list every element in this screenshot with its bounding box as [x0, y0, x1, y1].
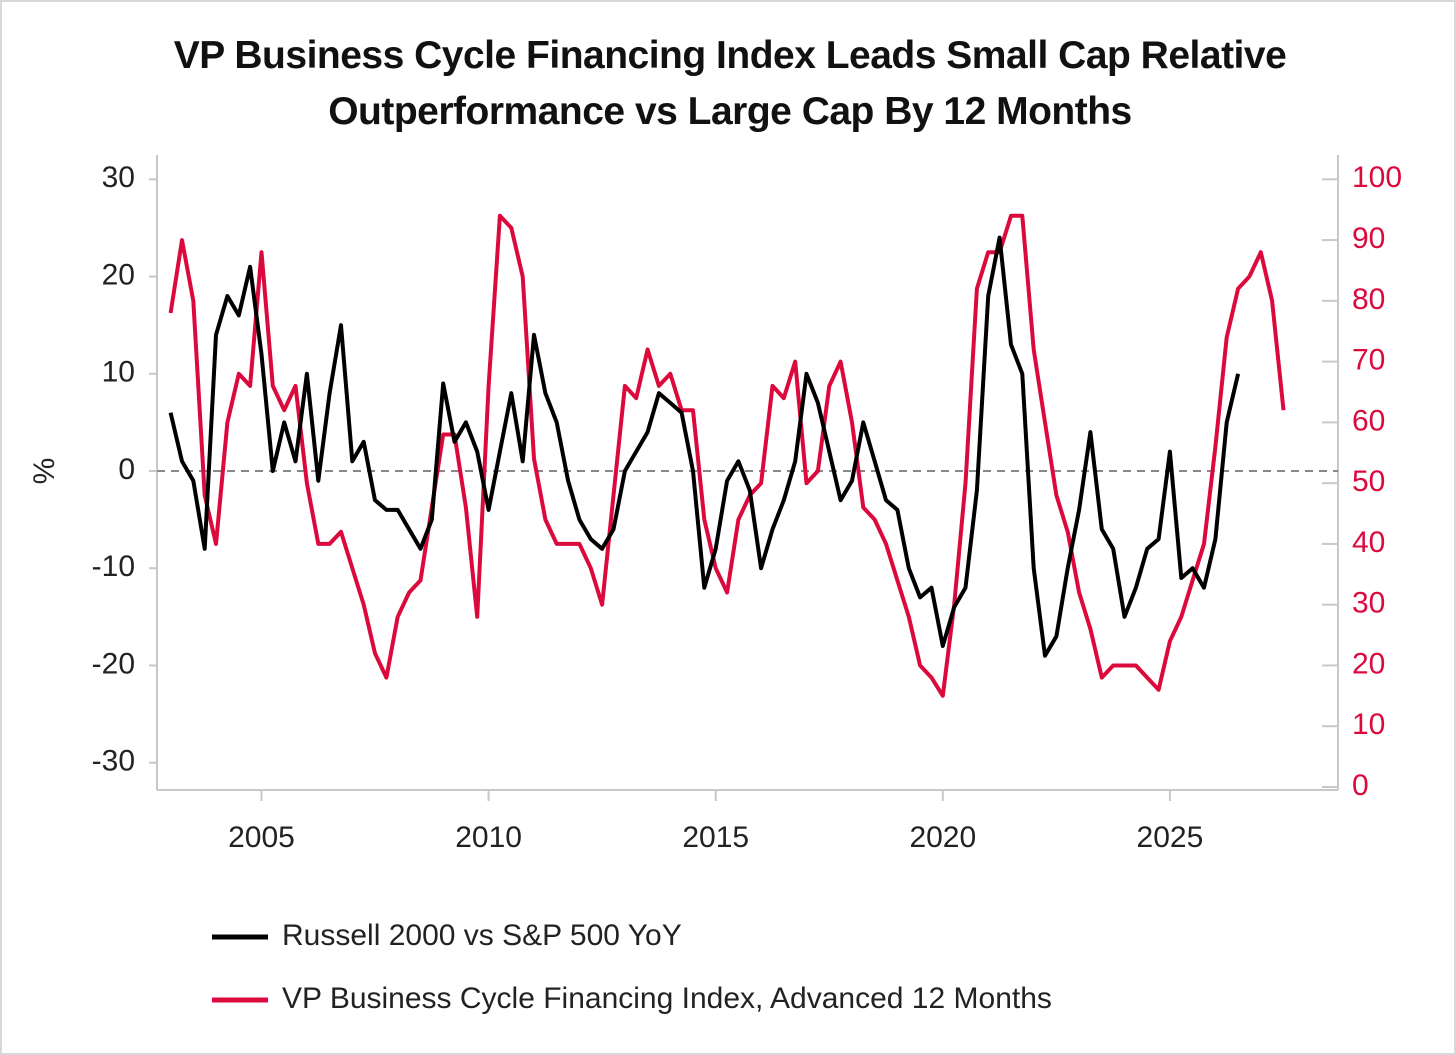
legend-label: Russell 2000 vs S&P 500 YoY — [282, 919, 682, 952]
y2-tick-label: 20 — [1352, 647, 1385, 680]
y-tick-label: 30 — [102, 161, 135, 194]
legend-label: VP Business Cycle Financing Index, Advan… — [282, 982, 1052, 1015]
y-tick-label: -20 — [92, 647, 135, 680]
chart-title: VP Business Cycle Financing Index Leads … — [173, 34, 1287, 133]
y2-tick-label: 10 — [1352, 708, 1385, 741]
x-tick-label: 2005 — [228, 821, 295, 854]
series-line — [168, 235, 1241, 658]
y2-tick-label: 90 — [1352, 222, 1385, 255]
x-tick-label: 2010 — [455, 821, 522, 854]
y2-tick-label: 30 — [1352, 587, 1385, 620]
series-line — [168, 213, 1286, 698]
y-tick-label: 20 — [102, 258, 135, 291]
y2-tick-label: 0 — [1352, 769, 1369, 802]
y-tick-label: 10 — [102, 356, 135, 389]
y-axis-label: % — [28, 458, 61, 485]
y-tick-label: -10 — [92, 550, 135, 583]
y-tick-label: -30 — [92, 745, 135, 778]
x-tick-label: 2015 — [682, 821, 749, 854]
y2-tick-label: 100 — [1352, 161, 1402, 194]
y2-tick-label: 50 — [1352, 465, 1385, 498]
y2-tick-label: 70 — [1352, 344, 1385, 377]
y-tick-label: 0 — [118, 453, 135, 486]
x-tick-label: 2025 — [1137, 821, 1204, 854]
y2-tick-label: 60 — [1352, 404, 1385, 437]
x-tick-label: 2020 — [909, 821, 976, 854]
y2-tick-label: 80 — [1352, 283, 1385, 316]
y2-tick-label: 40 — [1352, 526, 1385, 559]
